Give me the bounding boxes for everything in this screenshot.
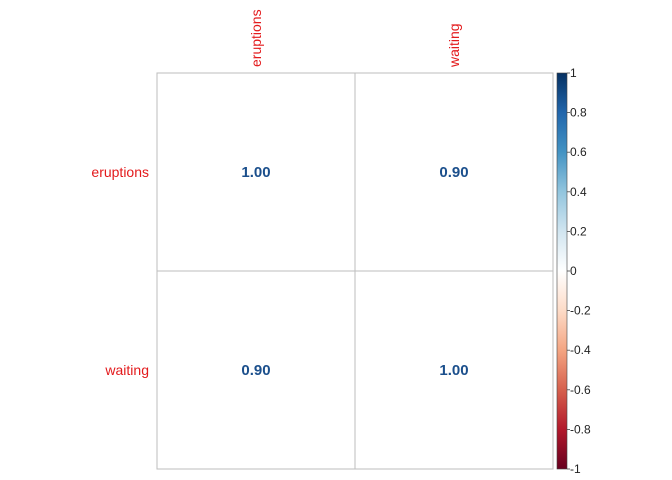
legend-tick-label: 1: [570, 66, 577, 80]
matrix-cell-eruptions-waiting: [354, 72, 554, 272]
matrix-cell-eruptions-eruptions: [156, 72, 356, 272]
cell-value-waiting-waiting: 1.00: [439, 362, 468, 379]
legend-tick-label: -0.2: [570, 304, 591, 318]
legend-tick-label: 0.8: [570, 106, 587, 120]
col-label-waiting: waiting: [446, 23, 462, 68]
color-legend: 1 0.8 0.6 0.4 0.2 0 -0.2 -0.4 -0.6 -0.8 -1: [556, 66, 591, 476]
col-label-eruptions: eruptions: [248, 9, 264, 67]
legend-tick-label: -0.4: [570, 343, 591, 357]
legend-tick-label: 0: [570, 264, 577, 278]
legend-tick-label: -1: [570, 462, 581, 476]
legend-tick-label: 0.4: [570, 185, 587, 199]
matrix-cell-waiting-waiting: [354, 270, 554, 470]
matrix-labels: eruptions waiting eruptions waiting: [91, 9, 462, 378]
legend-colorbar: [556, 72, 568, 470]
matrix-values: 1.00 0.90 0.90 1.00: [241, 164, 468, 379]
matrix-grid: [156, 72, 554, 470]
cell-value-eruptions-eruptions: 1.00: [241, 164, 270, 181]
legend-tick-label: -0.8: [570, 422, 591, 436]
matrix-cell-waiting-eruptions: [156, 270, 356, 470]
cell-value-waiting-eruptions: 0.90: [241, 362, 270, 379]
row-label-eruptions: eruptions: [91, 164, 149, 180]
legend-tick-label: 0.2: [570, 224, 587, 238]
legend-tick-label: 0.6: [570, 145, 587, 159]
row-label-waiting: waiting: [104, 362, 149, 378]
cell-value-eruptions-waiting: 0.90: [439, 164, 468, 181]
legend-tick-label: -0.6: [570, 383, 591, 397]
